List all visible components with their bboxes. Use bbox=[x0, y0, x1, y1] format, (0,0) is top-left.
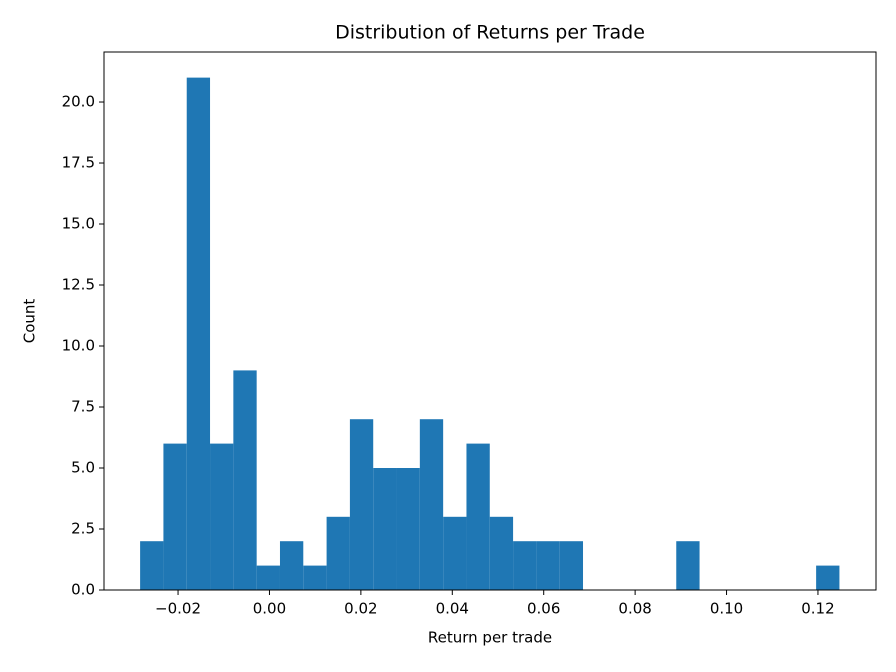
bar bbox=[233, 370, 257, 590]
bar bbox=[816, 565, 840, 590]
bar bbox=[373, 468, 397, 590]
bar bbox=[489, 516, 514, 590]
bar bbox=[419, 419, 444, 590]
bar bbox=[676, 541, 700, 590]
x-tick-label: 0.00 bbox=[253, 600, 286, 618]
x-tick-label: 0.02 bbox=[344, 600, 377, 618]
x-tick-label: −0.02 bbox=[155, 600, 201, 618]
y-tick-label: 5.0 bbox=[71, 459, 95, 477]
bar bbox=[513, 541, 537, 590]
x-tick-label: 0.04 bbox=[436, 600, 469, 618]
y-tick-label: 0.0 bbox=[71, 581, 95, 599]
bar bbox=[349, 419, 374, 590]
bar bbox=[140, 541, 164, 590]
bar bbox=[210, 443, 234, 590]
y-tick-label: 17.5 bbox=[62, 154, 95, 172]
chart-title: Distribution of Returns per Trade bbox=[335, 22, 645, 44]
x-tick-label: 0.12 bbox=[801, 600, 834, 618]
y-tick-label: 12.5 bbox=[62, 276, 95, 294]
bar bbox=[279, 541, 304, 590]
y-tick-label: 20.0 bbox=[62, 93, 95, 111]
bar bbox=[256, 565, 280, 590]
bar bbox=[559, 541, 584, 590]
x-tick-label: 0.06 bbox=[527, 600, 560, 618]
bar bbox=[536, 541, 560, 590]
bar bbox=[163, 443, 187, 590]
bar bbox=[186, 77, 211, 591]
plot-frame bbox=[103, 51, 877, 591]
y-tick-label: 15.0 bbox=[62, 215, 95, 233]
bar bbox=[396, 468, 420, 590]
bar bbox=[303, 565, 327, 590]
bar bbox=[466, 443, 490, 590]
bar bbox=[326, 516, 350, 590]
y-tick-label: 7.5 bbox=[71, 398, 95, 416]
x-axis-label: Return per trade bbox=[428, 629, 552, 647]
bar bbox=[443, 516, 467, 590]
x-tick-label: 0.08 bbox=[618, 600, 651, 618]
x-tick-label: 0.10 bbox=[710, 600, 743, 618]
y-axis-label: Count bbox=[21, 299, 39, 344]
y-tick-label: 2.5 bbox=[71, 520, 95, 538]
y-tick-label: 10.0 bbox=[62, 337, 95, 355]
